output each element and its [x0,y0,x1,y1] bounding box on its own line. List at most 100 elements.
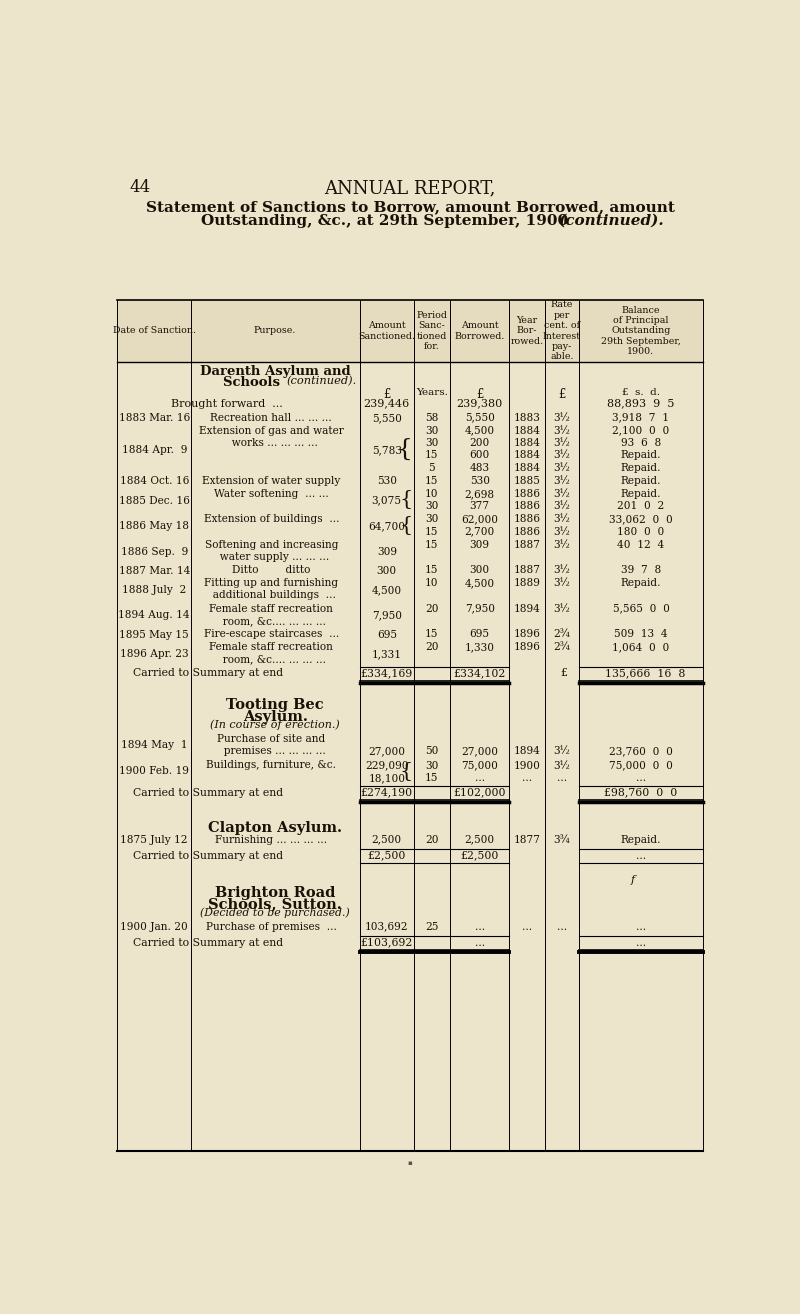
Text: (Decided to be purchased.): (Decided to be purchased.) [200,908,350,918]
Text: 15: 15 [425,527,438,536]
Text: 3½: 3½ [554,746,570,756]
Text: (continued).: (continued). [558,214,664,227]
Text: 20: 20 [425,834,438,845]
Text: 50: 50 [425,746,438,756]
Text: ▪: ▪ [408,1160,412,1167]
Text: £103,692: £103,692 [361,938,413,947]
Text: 1886 May 18: 1886 May 18 [119,522,190,531]
Text: 30: 30 [425,438,438,448]
Text: (In course of erection.): (In course of erection.) [210,720,340,731]
Text: 1884 Oct. 16: 1884 Oct. 16 [119,477,189,486]
Text: ...: ... [636,921,646,932]
Text: Purchase of site and: Purchase of site and [217,733,326,744]
Text: 695: 695 [470,629,490,639]
Text: Furnishing ... ... ... ...: Furnishing ... ... ... ... [215,834,327,845]
Text: Amount
Borrowed.: Amount Borrowed. [454,321,505,340]
Text: 64,700: 64,700 [368,522,406,531]
Text: 20: 20 [425,643,438,652]
Text: 1886: 1886 [514,514,541,524]
Text: 1894 May  1: 1894 May 1 [121,740,187,750]
Text: 1894 Aug. 14: 1894 Aug. 14 [118,611,190,620]
Text: 1887: 1887 [514,540,541,549]
Text: 10: 10 [425,578,438,589]
Text: 88,893  9  5: 88,893 9 5 [607,398,674,409]
Text: 201  0  2: 201 0 2 [618,501,665,511]
Text: 2,500: 2,500 [465,834,495,845]
Text: 1900 Jan. 20: 1900 Jan. 20 [120,921,188,932]
Text: 1884: 1884 [514,451,541,460]
Text: £: £ [558,388,566,401]
Text: ...: ... [474,773,485,783]
Text: 30: 30 [425,514,438,524]
Text: 239,446: 239,446 [364,398,410,409]
Text: 2,700: 2,700 [465,527,495,536]
Text: 695: 695 [377,629,397,640]
Text: 5: 5 [428,463,435,473]
Text: 1,330: 1,330 [465,643,494,652]
Text: premises ... ... ... ...: premises ... ... ... ... [217,746,326,756]
Text: Carried to Summary at end: Carried to Summary at end [133,669,283,678]
Text: Date of Sanction.: Date of Sanction. [113,326,196,335]
Text: 3½: 3½ [554,578,570,589]
Text: 1894: 1894 [514,746,541,756]
Text: 30: 30 [425,501,438,511]
Text: Statement of Sanctions to Borrow, amount Borrowed, amount: Statement of Sanctions to Borrow, amount… [146,200,674,214]
Text: £334,169: £334,169 [361,669,413,678]
Text: Tooting Bec: Tooting Bec [226,698,324,712]
Text: 7,950: 7,950 [372,611,402,620]
Text: 3½: 3½ [554,527,570,536]
Text: ...: ... [474,921,485,932]
Text: Repaid.: Repaid. [621,476,662,486]
Text: £: £ [560,669,567,678]
Text: 20: 20 [425,603,438,614]
Text: 2¾: 2¾ [554,643,570,652]
Text: Recreation hall ... ... ...: Recreation hall ... ... ... [210,413,332,423]
Text: Buildings, furniture, &c.: Buildings, furniture, &c. [206,759,336,770]
Text: 1886 Sep.  9: 1886 Sep. 9 [121,547,188,557]
Text: ...: ... [557,773,567,783]
Text: 2,698: 2,698 [465,489,495,499]
Text: 30: 30 [425,426,438,436]
Text: 239,380: 239,380 [457,398,503,409]
Text: Fire-escape staircases  ...: Fire-escape staircases ... [204,629,339,639]
Text: 1894: 1894 [514,603,541,614]
Text: Clapton Asylum.: Clapton Asylum. [208,821,342,834]
Text: Outstanding, &c., at 29th September, 1900: Outstanding, &c., at 29th September, 190… [201,214,573,227]
Text: 1896 Apr. 23: 1896 Apr. 23 [120,649,189,658]
Text: 3,918  7  1: 3,918 7 1 [613,413,670,423]
Text: Extension of gas and water: Extension of gas and water [199,426,344,436]
Text: 3½: 3½ [554,426,570,436]
Text: 600: 600 [470,451,490,460]
Text: 5,565  0  0: 5,565 0 0 [613,603,670,614]
Text: 3¾: 3¾ [554,834,570,845]
Text: 75,000: 75,000 [462,761,498,770]
Text: 103,692: 103,692 [365,921,409,932]
Text: 509  13  4: 509 13 4 [614,629,668,639]
Text: 3½: 3½ [554,603,570,614]
Text: 1885 Dec. 16: 1885 Dec. 16 [119,495,190,506]
Text: 7,950: 7,950 [465,603,494,614]
Text: 3½: 3½ [554,463,570,473]
Text: 377: 377 [470,501,490,511]
Text: 5,550: 5,550 [465,413,494,423]
Bar [117,300,703,361]
Text: 1883: 1883 [514,413,541,423]
Text: ...: ... [522,773,532,783]
Text: £: £ [476,388,483,401]
Text: 25: 25 [425,921,438,932]
Text: 75,000  0  0: 75,000 0 0 [609,761,673,770]
Text: Balance
of Principal
Outstanding
29th September,
1900.: Balance of Principal Outstanding 29th Se… [601,306,681,356]
Text: 1877: 1877 [514,834,541,845]
Text: Schools: Schools [223,376,285,389]
Text: £102,000: £102,000 [454,787,506,798]
Text: 1887: 1887 [514,565,541,576]
Text: {: { [398,438,413,461]
Text: 1896: 1896 [514,629,541,639]
Text: 15: 15 [425,629,438,639]
Text: 3,075: 3,075 [372,495,402,506]
Text: 530: 530 [377,477,397,486]
Text: works ... ... ... ...: works ... ... ... ... [225,438,318,448]
Text: Asylum.: Asylum. [242,710,307,724]
Text: 62,000: 62,000 [462,514,498,524]
Text: £274,190: £274,190 [361,787,413,798]
